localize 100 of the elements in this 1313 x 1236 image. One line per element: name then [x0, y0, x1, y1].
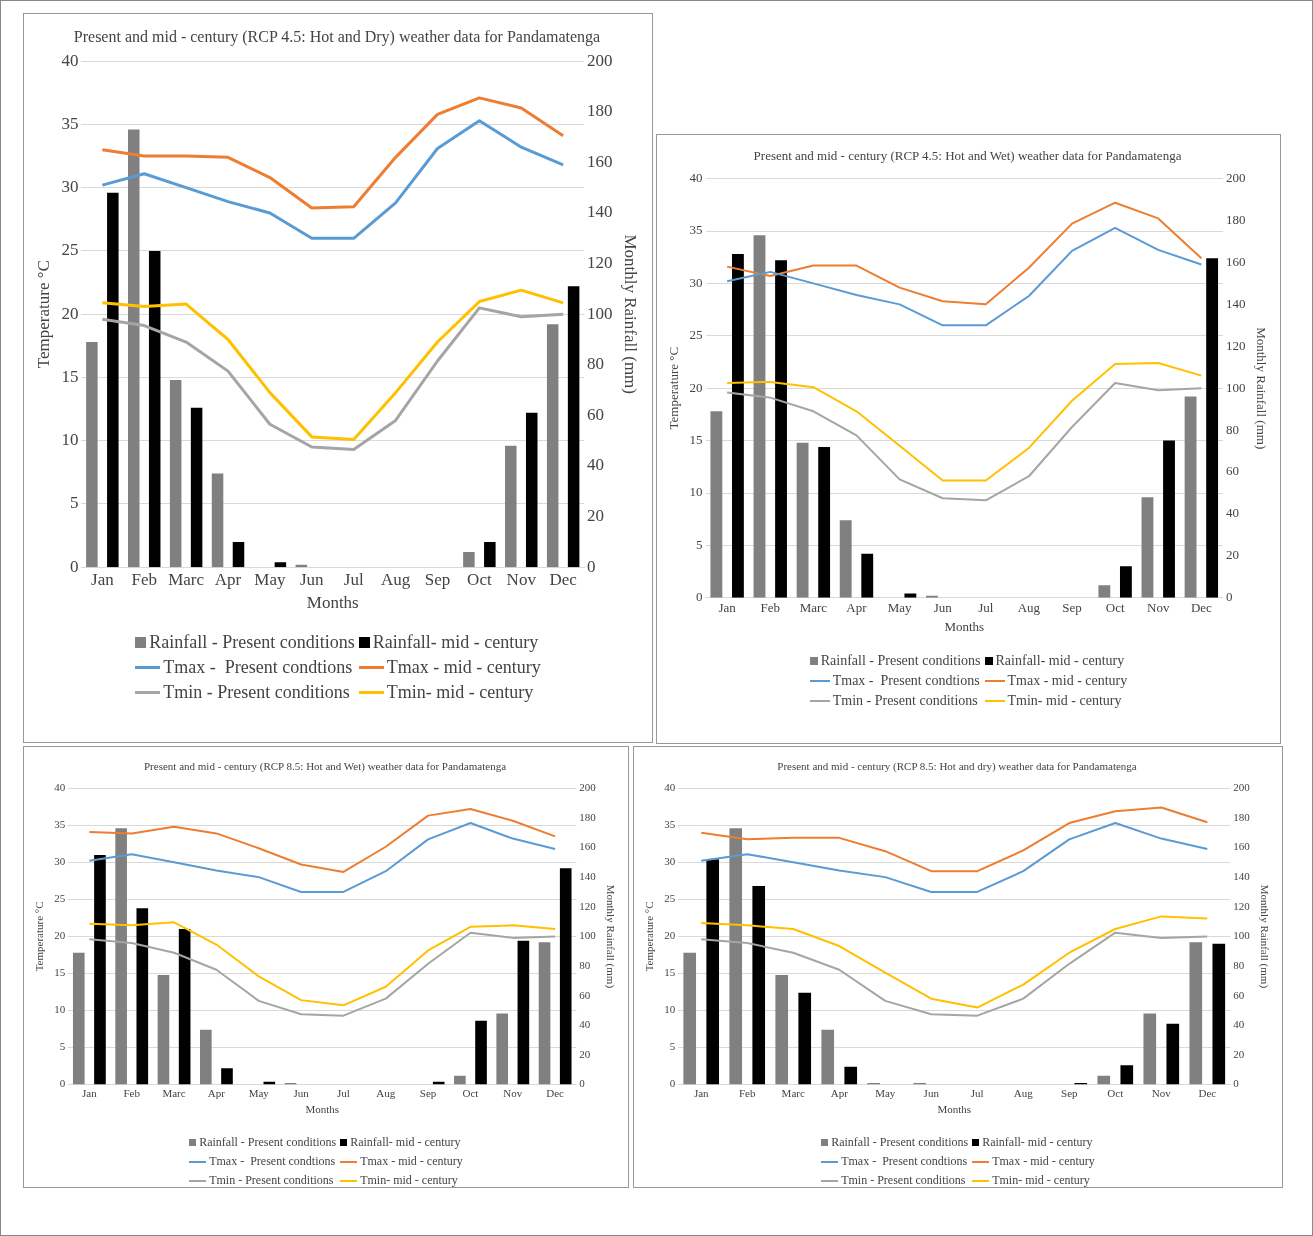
y-tick-label: 25: [54, 892, 66, 905]
bar: [753, 235, 766, 598]
legend-label: Tmin - Present conditions: [841, 1173, 966, 1188]
y2-axis-title: Monthly Rainfall (mm): [1257, 884, 1271, 989]
y2-tick-label: 200: [1225, 170, 1246, 186]
x-tick-label: Oct: [1107, 1087, 1124, 1100]
x-tick-label: Jul: [337, 1087, 350, 1100]
y2-tick-label: 60: [587, 404, 605, 424]
legend-label: Tmax - mid - century: [992, 1154, 1095, 1169]
y-tick-label: 10: [689, 484, 703, 500]
bar: [732, 254, 744, 598]
y2-tick-label: 140: [1225, 295, 1246, 311]
x-tick-label: Jan: [693, 1087, 710, 1100]
x-tick-label: Jul: [343, 569, 364, 589]
y-tick-label: 5: [69, 493, 79, 513]
legend-label: Rainfall - Present conditions: [149, 632, 355, 653]
y-tick-label: 20: [61, 303, 79, 323]
bar: [274, 562, 287, 568]
x-tick-label: May: [887, 600, 912, 616]
y-tick-label: 0: [59, 1077, 66, 1090]
x-tick-label: Sep: [419, 1087, 437, 1100]
y-tick-label: 30: [54, 855, 66, 868]
y2-tick-label: 0: [1225, 589, 1233, 605]
bar: [1212, 943, 1226, 1085]
x-axis-title: Months: [305, 1103, 340, 1116]
bar: [115, 828, 127, 1085]
legend-label: Rainfall- mid - century: [350, 1135, 461, 1150]
x-tick-label: Jan: [91, 569, 115, 589]
bar: [221, 1068, 233, 1085]
x-tick-label: Nov: [1151, 1087, 1172, 1100]
bar: [798, 992, 812, 1085]
bar: [517, 940, 530, 1085]
y-tick-label: 40: [54, 781, 66, 794]
x-tick-label: Apr: [207, 1087, 226, 1100]
x-tick-label: Apr: [846, 600, 868, 616]
x-tick-label: May: [254, 569, 286, 589]
bar: [496, 1013, 509, 1085]
y-axis-title: Temperature °C: [33, 260, 53, 369]
y2-tick-label: 40: [587, 455, 605, 475]
x-tick-label: Aug: [380, 569, 411, 589]
y2-tick-label: 120: [1225, 337, 1246, 353]
bar: [818, 446, 831, 598]
x-tick-label: Jun: [923, 1087, 940, 1100]
bar: [796, 442, 809, 598]
y2-tick-label: 120: [1233, 899, 1251, 912]
bar: [190, 407, 203, 568]
x-tick-label: May: [248, 1087, 270, 1100]
y-axis-title: Temperature °C: [643, 901, 656, 972]
bar: [484, 541, 496, 568]
bar: [821, 1029, 835, 1085]
y2-tick-label: 200: [587, 50, 613, 70]
x-tick-label: Nov: [503, 1087, 523, 1100]
bar: [128, 129, 140, 568]
x-axis-title: Months: [944, 618, 985, 634]
legend-label: Rainfall- mid - century: [995, 653, 1125, 669]
y-axis-title: Temperature °C: [666, 346, 682, 430]
chart-title: Present and mid - century (RCP 8.5: Hot and dry) weather data for Pandamatenga: [777, 760, 1137, 774]
y-tick-label: 25: [689, 327, 703, 343]
bar: [1184, 396, 1197, 598]
bar: [136, 908, 149, 1085]
x-tick-label: Jan: [718, 600, 737, 616]
y2-tick-label: 140: [587, 202, 613, 222]
y-tick-label: 15: [61, 366, 79, 386]
bar: [729, 828, 743, 1085]
y-tick-label: 40: [689, 170, 703, 186]
bar: [94, 854, 106, 1085]
bar: [546, 324, 559, 568]
x-tick-label: Aug: [1013, 1087, 1034, 1100]
y2-tick-label: 80: [1225, 421, 1239, 437]
bar: [861, 553, 874, 598]
y-tick-label: 25: [664, 892, 676, 905]
y-tick-label: 30: [689, 274, 703, 290]
y2-tick-label: 0: [1233, 1077, 1240, 1090]
bar: [706, 859, 720, 1085]
bar: [475, 1020, 487, 1085]
y-tick-label: 40: [664, 781, 676, 794]
y2-tick-label: 180: [1225, 211, 1246, 227]
y-tick-label: 35: [689, 222, 703, 238]
y-tick-label: 10: [61, 430, 79, 450]
bar: [1097, 1075, 1111, 1085]
y-tick-label: 35: [61, 113, 79, 133]
bar: [752, 886, 766, 1085]
legend-label: Tmax - Present condtions: [163, 657, 353, 678]
y-tick-label: 20: [689, 379, 703, 395]
y2-tick-label: 180: [1233, 810, 1251, 823]
bar: [169, 379, 182, 568]
bar: [775, 974, 789, 1085]
bar: [1143, 1013, 1157, 1085]
x-tick-label: Jul: [978, 600, 994, 616]
y-tick-label: 30: [61, 177, 79, 197]
legend-label: Tmax - Present condtions: [841, 1154, 968, 1169]
x-tick-label: May: [875, 1087, 896, 1100]
x-tick-label: Marc: [162, 1087, 186, 1100]
x-tick-label: Apr: [830, 1087, 849, 1100]
y2-tick-label: 100: [1225, 379, 1246, 395]
x-tick-label: Apr: [214, 569, 242, 589]
bar: [1141, 497, 1154, 598]
y-tick-label: 10: [664, 1003, 676, 1016]
chart-title: Present and mid - century (RCP 4.5: Hot and Dry) weather data for Pandamatenga: [73, 27, 601, 46]
x-tick-label: Aug: [1017, 600, 1041, 616]
